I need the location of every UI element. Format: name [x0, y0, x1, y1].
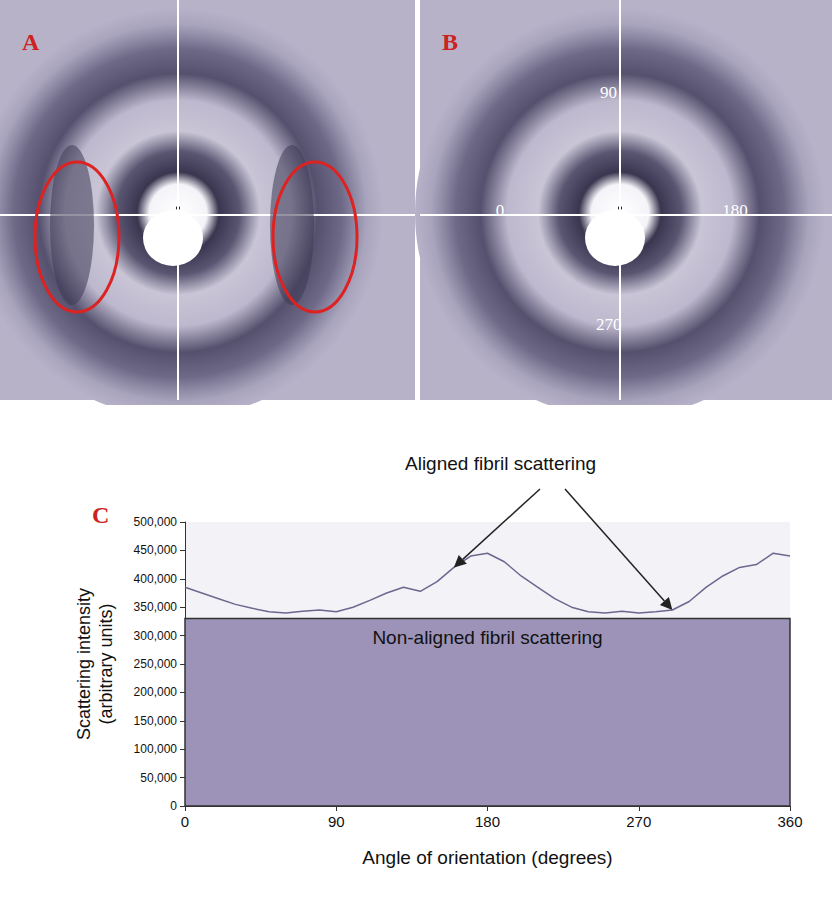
svg-text:(arbitrary units): (arbitrary units)	[96, 603, 116, 724]
svg-text:400,000: 400,000	[134, 572, 178, 586]
svg-text:Angle of orientation (degrees): Angle of orientation (degrees)	[362, 847, 612, 868]
svg-text:A: A	[22, 29, 40, 55]
svg-text:180: 180	[722, 201, 748, 220]
svg-text:90: 90	[600, 83, 617, 102]
svg-text:300,000: 300,000	[134, 629, 178, 643]
svg-text:90: 90	[328, 813, 345, 830]
svg-text:350,000: 350,000	[134, 600, 178, 614]
svg-text:C: C	[92, 502, 109, 528]
svg-text:0: 0	[181, 813, 189, 830]
svg-text:Scattering intensity: Scattering intensity	[74, 588, 94, 740]
svg-text:500,000: 500,000	[134, 515, 178, 529]
svg-text:0: 0	[170, 799, 177, 813]
svg-text:450,000: 450,000	[134, 543, 178, 557]
svg-text:0: 0	[496, 201, 505, 220]
svg-text:270: 270	[596, 315, 622, 334]
svg-text:Non-aligned fibril scattering: Non-aligned fibril scattering	[372, 627, 602, 648]
svg-text:50,000: 50,000	[140, 771, 177, 785]
svg-text:200,000: 200,000	[134, 685, 178, 699]
svg-text:B: B	[442, 29, 458, 55]
svg-text:Aligned fibril scattering: Aligned fibril scattering	[405, 453, 596, 474]
svg-text:150,000: 150,000	[134, 714, 178, 728]
svg-text:360: 360	[777, 813, 802, 830]
svg-text:270: 270	[626, 813, 651, 830]
svg-text:180: 180	[475, 813, 500, 830]
svg-text:100,000: 100,000	[134, 742, 178, 756]
svg-text:250,000: 250,000	[134, 657, 178, 671]
